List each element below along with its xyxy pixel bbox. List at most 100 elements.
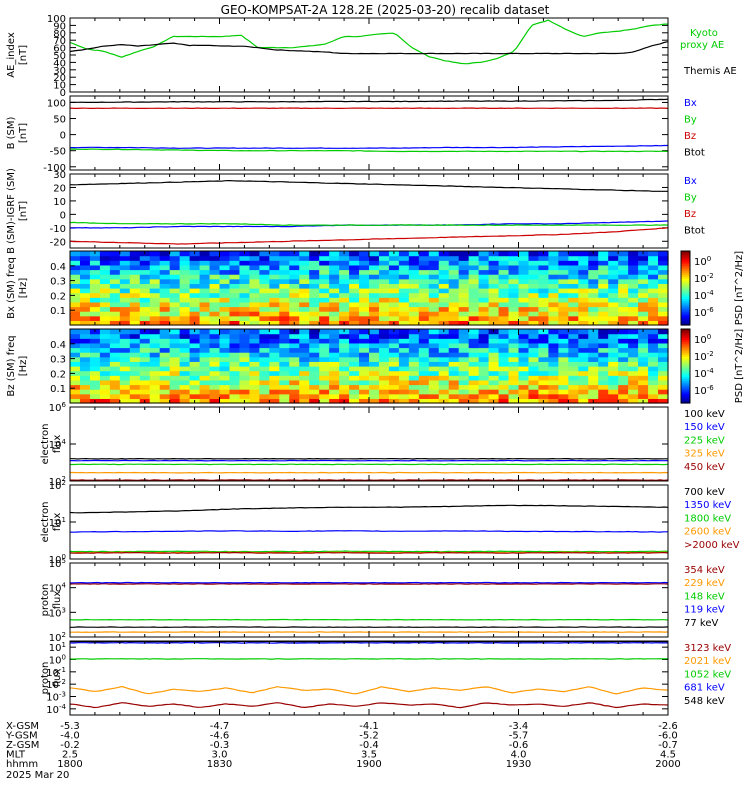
spectrogram-cell: [388, 292, 400, 298]
spectrogram-cell: [179, 269, 191, 275]
spectrogram-cell: [219, 269, 231, 275]
spectrogram-cell: [109, 278, 121, 284]
spectrogram-cell: [518, 292, 530, 298]
spectrogram-cell: [418, 288, 430, 294]
spectrogram-cell: [388, 356, 400, 362]
colorbar-segment: [681, 297, 690, 300]
spectrogram-cell: [648, 356, 659, 362]
spectrogram-cell: [578, 393, 589, 399]
colorbar-segment: [681, 321, 690, 324]
spectrogram-cell: [648, 306, 659, 312]
spectrogram-cell: [239, 297, 250, 303]
spectrogram-cell: [149, 278, 161, 284]
spectrogram-cell: [518, 379, 530, 386]
spectrogram-cell: [658, 278, 669, 284]
spectrogram-cell: [498, 269, 510, 275]
spectrogram-cell: [199, 389, 211, 395]
spectrogram-cell: [349, 297, 360, 303]
colorbar-segment: [681, 362, 690, 365]
spectrogram-cell: [70, 356, 81, 362]
spectrogram-cell: [598, 255, 609, 261]
spectrogram-cell: [209, 347, 221, 353]
spectrogram-cell: [468, 398, 480, 404]
spectrogram-cell: [159, 379, 171, 386]
spectrogram-cell: [548, 274, 559, 280]
spectrogram-cell: [229, 288, 241, 294]
spectrogram-cell: [139, 288, 151, 294]
spectrogram-cell: [378, 366, 390, 372]
spectrogram-cell: [628, 297, 639, 303]
spectrogram-cell: [159, 370, 171, 376]
spectrogram-cell: [219, 283, 231, 289]
colorbar-segment: [681, 278, 690, 282]
spectrogram-cell: [269, 352, 280, 358]
spectrogram-cell: [408, 356, 420, 362]
spectrogram-cell: [159, 320, 171, 326]
spectrogram-cell: [159, 347, 171, 353]
spectrogram-cell: [119, 329, 131, 335]
spectrogram-cell: [70, 288, 81, 294]
y-tick-label: 101: [49, 641, 66, 654]
spectrogram-cell: [289, 379, 300, 386]
spectrogram-cell: [538, 356, 549, 362]
spectrogram-cell: [249, 352, 260, 358]
spectrogram-cell: [369, 283, 380, 289]
spectrogram-cell: [229, 255, 241, 261]
spectrogram-cell: [149, 292, 161, 298]
spectrogram-cell: [478, 356, 490, 362]
spectrogram-cell: [359, 297, 370, 303]
spectrogram-cell: [458, 315, 470, 321]
spectrogram-cell: [239, 361, 250, 367]
spectrogram-cell: [239, 264, 250, 271]
spectrogram-cell: [129, 306, 141, 312]
spectrogram-cell: [179, 306, 191, 312]
spectrogram-cell: [378, 370, 390, 376]
spectrogram-cell: [588, 370, 599, 376]
series-148-kev: [70, 618, 668, 621]
spectrogram-cell: [608, 393, 619, 399]
spectrogram-cell: [319, 356, 330, 362]
spectrogram-cell: [119, 342, 131, 349]
spectrogram-cell: [568, 278, 579, 284]
spectrogram-cell: [179, 297, 191, 303]
y-axis-unit: [Hz]: [18, 278, 29, 299]
spectrogram-cell: [179, 389, 191, 395]
spectrogram-cell: [448, 347, 460, 353]
spectrogram-cell: [408, 366, 420, 372]
spectrogram-cell: [119, 384, 131, 390]
spectrogram-cell: [279, 398, 290, 404]
spectrogram-cell: [219, 356, 231, 362]
spectrogram-cell: [89, 264, 101, 271]
spectrogram-cell: [428, 361, 440, 367]
y-axis-unit: [nT]: [18, 45, 29, 65]
series-150-kev: [70, 459, 668, 462]
spectrogram-cell: [229, 269, 241, 275]
spectrogram-cell: [458, 260, 470, 266]
spectrogram-cell: [359, 379, 370, 386]
spectrogram-cell: [189, 366, 201, 372]
colorbar-segment: [681, 271, 690, 274]
colorbar-segment: [681, 312, 690, 315]
spectrogram-cell: [528, 347, 540, 353]
colorbar-segment: [681, 288, 690, 291]
spectrogram-cell: [388, 255, 400, 261]
spectrogram-cell: [169, 311, 181, 317]
spectrogram-cell: [618, 315, 629, 321]
spectrogram-cell: [239, 393, 250, 399]
spectrogram-cell: [428, 320, 440, 326]
y-tick-label: 70: [53, 36, 66, 47]
spectrogram-cell: [428, 366, 440, 372]
spectrogram-cell: [638, 297, 649, 303]
spectrogram-cell: [458, 342, 470, 349]
spectrogram-cell: [119, 260, 131, 266]
spectrogram-cell: [70, 255, 81, 261]
spectrogram-cell: [598, 333, 609, 339]
spectrogram-cell: [139, 379, 151, 386]
spectrogram-cell: [159, 288, 171, 294]
spectrogram-cell: [478, 297, 490, 303]
spectrogram-cell: [149, 347, 161, 353]
spectrogram-cell: [468, 329, 480, 335]
spectrogram-cell: [548, 389, 559, 395]
spectrogram-cell: [199, 398, 211, 404]
spectrogram-cell: [109, 361, 121, 367]
